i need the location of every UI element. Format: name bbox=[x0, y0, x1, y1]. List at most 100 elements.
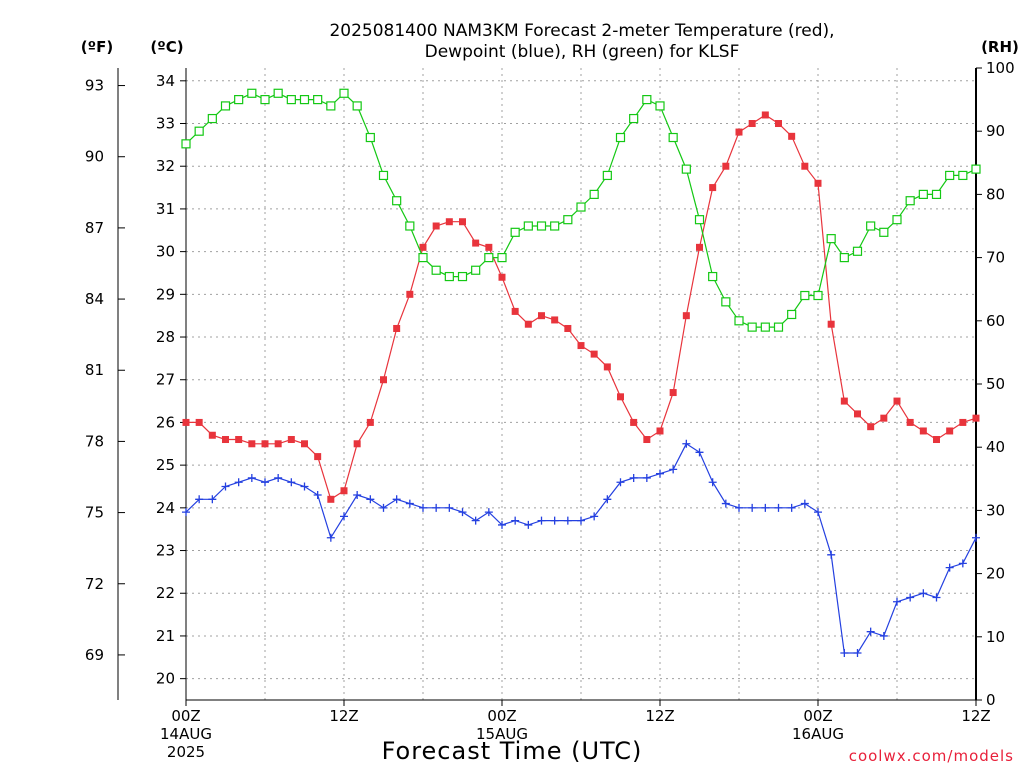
data-point bbox=[906, 418, 914, 426]
data-point bbox=[840, 397, 848, 405]
source-credit: coolwx.com/models bbox=[849, 747, 1014, 765]
data-point bbox=[577, 516, 585, 525]
chart-title-line2: Dewpoint (blue), RH (green) for KLSF bbox=[425, 42, 740, 62]
data-point bbox=[735, 128, 743, 136]
data-point bbox=[274, 440, 282, 448]
data-point bbox=[524, 320, 532, 328]
data-point bbox=[511, 307, 519, 315]
data-point bbox=[234, 94, 244, 105]
data-point bbox=[761, 111, 769, 119]
data-point bbox=[287, 478, 296, 487]
rh-tick-label: 60 bbox=[986, 312, 1005, 330]
rh-tick-label: 20 bbox=[986, 565, 1005, 583]
data-point bbox=[248, 440, 256, 448]
data-point bbox=[721, 499, 730, 508]
fahrenheit-tick-label: 69 bbox=[85, 646, 104, 664]
data-point bbox=[867, 423, 875, 431]
data-point bbox=[510, 227, 520, 237]
data-point bbox=[971, 164, 981, 174]
data-point bbox=[327, 495, 335, 503]
data-point bbox=[432, 503, 441, 512]
data-point bbox=[538, 312, 545, 320]
data-point bbox=[695, 448, 704, 457]
data-point bbox=[748, 120, 756, 128]
data-point bbox=[787, 503, 796, 512]
data-point bbox=[485, 243, 493, 251]
data-point bbox=[669, 389, 677, 397]
data-point bbox=[590, 350, 598, 358]
celsius-tick-label: 25 bbox=[156, 456, 175, 474]
data-point bbox=[418, 253, 428, 263]
data-point bbox=[313, 94, 323, 105]
data-point bbox=[207, 113, 217, 124]
data-point bbox=[247, 473, 256, 482]
fahrenheit-tick-label: 81 bbox=[85, 361, 104, 379]
data-point bbox=[181, 139, 191, 149]
data-point bbox=[617, 393, 624, 401]
data-point bbox=[603, 495, 612, 504]
data-point bbox=[274, 473, 283, 482]
data-point bbox=[195, 418, 203, 426]
data-point bbox=[972, 533, 980, 542]
data-point bbox=[299, 94, 310, 105]
data-point bbox=[761, 503, 770, 512]
chart-title-line1: 2025081400 NAM3KM Forecast 2-meter Tempe… bbox=[329, 21, 834, 41]
data-point bbox=[432, 222, 440, 230]
celsius-tick-label: 27 bbox=[156, 371, 175, 389]
data-point bbox=[854, 410, 861, 418]
data-point bbox=[366, 495, 375, 504]
data-point bbox=[906, 593, 915, 602]
data-point bbox=[735, 503, 743, 512]
x-axis-label: Forecast Time (UTC) bbox=[382, 737, 643, 765]
celsius-tick-label: 30 bbox=[156, 243, 175, 261]
data-point bbox=[696, 243, 703, 251]
data-point bbox=[353, 491, 362, 500]
data-point bbox=[773, 322, 784, 332]
data-point bbox=[629, 113, 639, 124]
data-point bbox=[589, 189, 599, 199]
data-point bbox=[459, 218, 466, 226]
data-point bbox=[722, 162, 730, 170]
data-point bbox=[576, 202, 586, 212]
data-point bbox=[392, 495, 401, 504]
data-point bbox=[892, 215, 902, 225]
data-point bbox=[958, 170, 968, 181]
data-point bbox=[445, 503, 454, 512]
data-point bbox=[932, 593, 941, 602]
data-point bbox=[959, 418, 967, 426]
data-point bbox=[497, 253, 507, 263]
time-tick-label: 00Z bbox=[487, 707, 516, 725]
data-point bbox=[879, 227, 889, 237]
rh-tick-label: 90 bbox=[986, 122, 1005, 140]
data-point bbox=[208, 431, 216, 439]
data-point bbox=[721, 297, 731, 307]
data-point bbox=[840, 649, 849, 658]
data-point bbox=[471, 516, 480, 525]
fahrenheit-unit-label: (ºF) bbox=[81, 38, 113, 56]
data-point bbox=[919, 589, 928, 598]
data-point bbox=[563, 215, 573, 225]
data-point bbox=[314, 453, 322, 461]
data-point bbox=[286, 94, 296, 105]
data-point bbox=[405, 499, 414, 508]
celsius-axis: 20 21 22 23 24 25 26 27 28 29 30 31 32 33 34 bbox=[156, 72, 186, 688]
data-point bbox=[629, 473, 638, 482]
data-point bbox=[444, 271, 454, 282]
rh-tick-label: 80 bbox=[986, 185, 1005, 203]
plot-frame bbox=[117, 68, 977, 701]
celsius-unit-label: (ºC) bbox=[150, 38, 183, 56]
data-point bbox=[194, 126, 204, 136]
data-point bbox=[261, 440, 269, 448]
time-tick-label: 00Z bbox=[803, 707, 832, 725]
data-point bbox=[326, 101, 336, 111]
data-point bbox=[708, 271, 718, 282]
data-point bbox=[260, 94, 270, 105]
data-point bbox=[234, 478, 243, 487]
data-point bbox=[471, 265, 481, 275]
data-point bbox=[893, 597, 901, 606]
data-point bbox=[946, 427, 954, 435]
data-point bbox=[287, 436, 295, 444]
data-point bbox=[313, 491, 322, 500]
data-point bbox=[747, 322, 757, 332]
